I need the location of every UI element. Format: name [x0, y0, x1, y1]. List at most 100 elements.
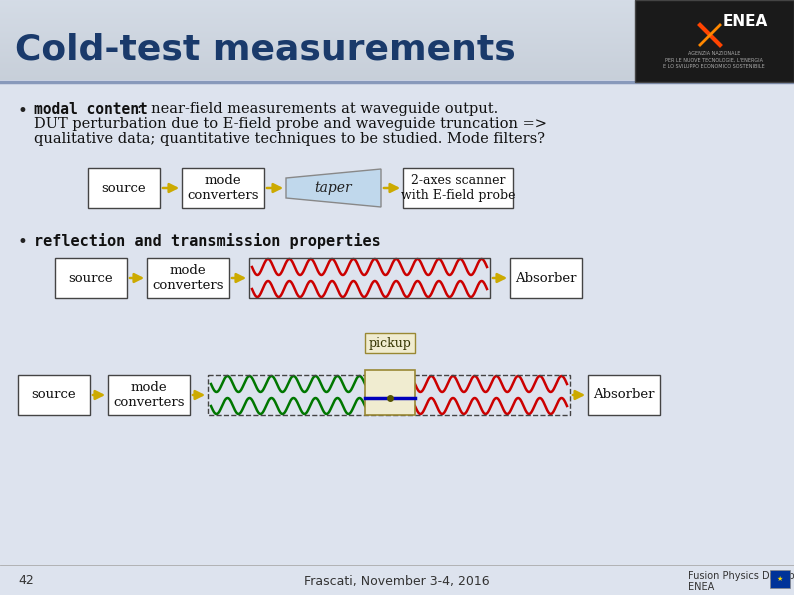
FancyBboxPatch shape: [0, 3, 650, 4]
FancyBboxPatch shape: [0, 27, 650, 28]
Text: reflection and transmission properties: reflection and transmission properties: [34, 233, 381, 249]
Text: :: :: [336, 233, 341, 247]
FancyBboxPatch shape: [0, 17, 650, 18]
FancyBboxPatch shape: [0, 36, 650, 37]
FancyBboxPatch shape: [0, 16, 650, 17]
FancyBboxPatch shape: [0, 54, 650, 55]
FancyBboxPatch shape: [88, 168, 160, 208]
FancyBboxPatch shape: [0, 10, 650, 11]
FancyBboxPatch shape: [0, 52, 650, 53]
FancyBboxPatch shape: [0, 57, 650, 58]
Text: mode
converters: mode converters: [187, 174, 259, 202]
FancyBboxPatch shape: [0, 24, 650, 25]
FancyBboxPatch shape: [0, 49, 650, 50]
FancyBboxPatch shape: [0, 50, 650, 51]
FancyBboxPatch shape: [0, 9, 650, 10]
FancyBboxPatch shape: [0, 47, 650, 48]
FancyBboxPatch shape: [0, 6, 650, 7]
FancyBboxPatch shape: [0, 35, 650, 36]
FancyBboxPatch shape: [0, 40, 650, 41]
FancyBboxPatch shape: [0, 67, 650, 68]
FancyBboxPatch shape: [0, 42, 650, 43]
FancyBboxPatch shape: [0, 18, 650, 19]
Text: ★: ★: [777, 576, 783, 582]
Text: source: source: [32, 389, 76, 402]
FancyBboxPatch shape: [18, 375, 90, 415]
Text: qualitative data; quantitative techniques to be studied. Mode filters?: qualitative data; quantitative technique…: [34, 132, 545, 146]
FancyBboxPatch shape: [0, 48, 650, 49]
FancyBboxPatch shape: [0, 76, 650, 77]
FancyBboxPatch shape: [0, 15, 650, 16]
Text: Cold-test measurements: Cold-test measurements: [15, 33, 516, 67]
FancyBboxPatch shape: [0, 2, 650, 3]
FancyBboxPatch shape: [0, 71, 650, 72]
Polygon shape: [286, 169, 381, 207]
Text: ENEA: ENEA: [723, 14, 768, 30]
FancyBboxPatch shape: [55, 258, 127, 298]
FancyBboxPatch shape: [0, 7, 650, 8]
Text: ENEA: ENEA: [688, 582, 715, 592]
FancyBboxPatch shape: [0, 74, 650, 75]
FancyBboxPatch shape: [0, 12, 650, 13]
FancyBboxPatch shape: [0, 0, 650, 1]
FancyBboxPatch shape: [0, 38, 650, 39]
FancyBboxPatch shape: [0, 31, 650, 32]
FancyBboxPatch shape: [0, 19, 650, 20]
FancyBboxPatch shape: [0, 68, 650, 69]
Text: 2-axes scanner
with E-field probe: 2-axes scanner with E-field probe: [401, 174, 515, 202]
FancyBboxPatch shape: [0, 34, 650, 35]
Text: Fusion Physics Division: Fusion Physics Division: [688, 571, 794, 581]
Text: mode
converters: mode converters: [114, 381, 185, 409]
FancyBboxPatch shape: [0, 63, 650, 64]
FancyBboxPatch shape: [0, 79, 650, 80]
FancyBboxPatch shape: [510, 258, 582, 298]
FancyBboxPatch shape: [0, 37, 650, 38]
FancyBboxPatch shape: [0, 32, 650, 33]
FancyBboxPatch shape: [0, 23, 650, 24]
Text: taper: taper: [314, 181, 352, 195]
Text: pickup: pickup: [368, 337, 411, 349]
FancyBboxPatch shape: [0, 26, 650, 27]
FancyBboxPatch shape: [0, 64, 650, 65]
FancyBboxPatch shape: [0, 56, 650, 57]
FancyBboxPatch shape: [0, 51, 650, 52]
FancyBboxPatch shape: [0, 25, 650, 26]
FancyBboxPatch shape: [635, 0, 794, 82]
FancyBboxPatch shape: [0, 28, 650, 29]
Text: Absorber: Absorber: [515, 271, 576, 284]
FancyBboxPatch shape: [0, 65, 650, 66]
FancyBboxPatch shape: [0, 77, 650, 78]
FancyBboxPatch shape: [403, 168, 513, 208]
FancyBboxPatch shape: [0, 11, 650, 12]
Text: •: •: [18, 102, 28, 120]
FancyBboxPatch shape: [0, 13, 650, 14]
FancyBboxPatch shape: [0, 29, 650, 30]
FancyBboxPatch shape: [182, 168, 264, 208]
FancyBboxPatch shape: [147, 258, 229, 298]
FancyBboxPatch shape: [0, 59, 650, 60]
FancyBboxPatch shape: [0, 46, 650, 47]
FancyBboxPatch shape: [0, 8, 650, 9]
FancyBboxPatch shape: [0, 4, 650, 5]
Text: modal content: modal content: [34, 102, 148, 117]
FancyBboxPatch shape: [0, 20, 650, 21]
FancyBboxPatch shape: [0, 45, 650, 46]
Text: source: source: [102, 181, 146, 195]
FancyBboxPatch shape: [0, 44, 650, 45]
FancyBboxPatch shape: [0, 30, 650, 31]
FancyBboxPatch shape: [0, 43, 650, 44]
FancyBboxPatch shape: [0, 21, 650, 22]
FancyBboxPatch shape: [108, 375, 190, 415]
FancyBboxPatch shape: [0, 53, 650, 54]
FancyBboxPatch shape: [0, 1, 650, 2]
FancyBboxPatch shape: [0, 61, 650, 62]
FancyBboxPatch shape: [0, 22, 650, 23]
Text: mode
converters: mode converters: [152, 264, 224, 292]
FancyBboxPatch shape: [0, 72, 650, 73]
FancyBboxPatch shape: [0, 55, 650, 56]
FancyBboxPatch shape: [0, 41, 650, 42]
FancyBboxPatch shape: [0, 78, 650, 79]
FancyBboxPatch shape: [770, 570, 790, 588]
FancyBboxPatch shape: [0, 39, 650, 40]
FancyBboxPatch shape: [0, 60, 650, 61]
